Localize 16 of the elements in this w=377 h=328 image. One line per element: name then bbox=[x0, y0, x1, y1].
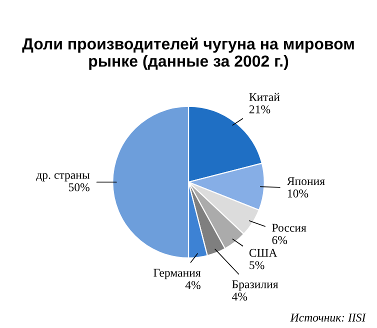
text: Источник: IISI bbox=[290, 314, 366, 322]
data-label: 4% bbox=[185, 281, 200, 290]
data-label: 5% bbox=[250, 261, 264, 270]
slice-label: Германия bbox=[154, 268, 201, 280]
slice-label: Китай bbox=[249, 92, 280, 102]
data-label: 4% bbox=[232, 292, 248, 301]
data-label: 50% bbox=[68, 183, 90, 192]
data-label: 6% bbox=[272, 236, 288, 244]
slice-label: США bbox=[249, 248, 278, 257]
slice-label: др. страны bbox=[36, 173, 90, 182]
data-label: 21% bbox=[249, 105, 270, 114]
slice-label: Россия bbox=[272, 224, 306, 232]
data-label: 10% bbox=[288, 189, 308, 198]
slice-label: Япония bbox=[286, 177, 325, 186]
slice-label: Бразилия bbox=[232, 280, 278, 291]
chart-title: Доли производителей чугуна на мировом рынке (данные за 2002 г.) bbox=[22, 38, 354, 70]
